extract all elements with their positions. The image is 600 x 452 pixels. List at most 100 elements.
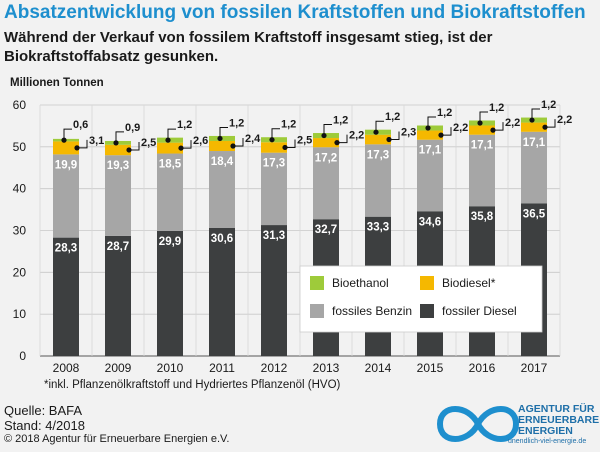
data-label-fossiles_benzin: 19,3	[107, 160, 129, 172]
legend-swatch-fossiles_benzin	[310, 304, 324, 318]
legend-label-fossiles_benzin: fossiles Benzin	[332, 304, 412, 318]
leader-line	[285, 139, 296, 148]
data-label-fossiles_benzin: 17,1	[471, 140, 494, 152]
bar-fossiles_benzin-2016	[469, 134, 495, 207]
legend-label-fossiler_diesel: fossiler Diesel	[442, 304, 517, 318]
bar-fossiles_benzin-2009	[105, 155, 131, 236]
leader-line	[337, 134, 348, 144]
data-label-biodiesel: 2,5	[141, 137, 156, 149]
bar-biodiesel-2009	[105, 144, 131, 156]
data-label-fossiler_diesel: 32,7	[315, 224, 337, 236]
y-tick-label: 30	[13, 224, 27, 238]
y-tick-label: 20	[13, 265, 27, 279]
data-label-fossiler_diesel: 31,3	[263, 230, 285, 242]
leader-line	[63, 128, 72, 141]
data-label-fossiles_benzin: 18,5	[159, 159, 182, 171]
bar-fossiler_diesel-2009	[105, 235, 131, 356]
bar-fossiler_diesel-2012	[261, 225, 287, 356]
data-label-fossiler_diesel: 33,3	[367, 222, 389, 234]
x-tick-label: 2016	[469, 361, 496, 375]
leader-line	[479, 111, 488, 123]
data-label-biodiesel: 2,2	[557, 114, 572, 126]
x-tick-label: 2011	[209, 361, 235, 375]
infinity-logo-icon	[436, 406, 520, 442]
footnote: *inkl. Pflanzenölkraftstoff und Hydriert…	[44, 379, 341, 391]
leader-line	[181, 140, 192, 149]
bar-biodiesel-2016	[469, 125, 495, 135]
data-label-bioethanol: 1,2	[281, 119, 296, 131]
data-label-fossiler_diesel: 30,6	[211, 233, 233, 245]
data-label-fossiles_benzin: 17,1	[419, 145, 442, 157]
bar-biodiesel-2012	[261, 142, 287, 153]
data-label-fossiles_benzin: 17,3	[367, 149, 389, 161]
data-label-fossiler_diesel: 36,5	[523, 208, 546, 220]
x-tick-label: 2013	[313, 361, 340, 375]
leader-line	[77, 139, 88, 149]
leader-line	[219, 126, 228, 139]
x-tick-label: 2017	[521, 361, 548, 375]
leader-line	[323, 124, 332, 136]
bar-biodiesel-2014	[365, 134, 391, 145]
data-label-fossiler_diesel: 34,6	[419, 216, 441, 228]
logo-line-2: ERNEUERBARE	[518, 414, 600, 426]
data-label-biodiesel: 2,6	[193, 135, 208, 147]
y-tick-label: 60	[13, 98, 27, 112]
data-label-fossiler_diesel: 28,7	[107, 241, 129, 253]
bar-fossiler_diesel-2010	[157, 230, 183, 356]
y-tick-label: 50	[13, 140, 27, 154]
data-label-biodiesel: 2,4	[245, 133, 261, 145]
bar-fossiles_benzin-2012	[261, 152, 287, 226]
x-tick-label: 2010	[157, 361, 184, 375]
data-label-biodiesel: 3,1	[89, 135, 104, 147]
legend-label-biodiesel: Biodiesel*	[442, 276, 496, 290]
y-tick-label: 10	[13, 307, 27, 321]
copyright: © 2018 Agentur für Erneuerbare Energien …	[4, 433, 230, 445]
data-label-fossiler_diesel: 29,9	[159, 236, 181, 248]
legend-swatch-biodiesel	[420, 276, 434, 290]
data-label-bioethanol: 1,2	[333, 115, 348, 127]
bar-fossiles_benzin-2010	[157, 153, 183, 231]
data-label-fossiler_diesel: 28,3	[55, 243, 77, 255]
legend-swatch-fossiler_diesel	[420, 304, 434, 318]
chart-subtitle: Während der Verkauf von fossilem Kraftst…	[4, 29, 493, 65]
data-label-bioethanol: 1,2	[229, 117, 244, 129]
bar-biodiesel-2015	[417, 130, 443, 140]
legend-swatch-bioethanol	[310, 276, 324, 290]
x-tick-label: 2015	[417, 361, 444, 375]
leader-line	[271, 128, 280, 140]
legend-label-bioethanol: Bioethanol	[332, 276, 389, 290]
x-tick-label: 2014	[365, 361, 392, 375]
leader-line	[115, 131, 124, 143]
bar-fossiler_diesel-2011	[209, 227, 235, 356]
leader-line	[389, 131, 400, 141]
bar-fossiles_benzin-2011	[209, 151, 235, 228]
data-label-biodiesel: 2,5	[297, 134, 312, 146]
data-label-biodiesel: 2,3	[401, 127, 416, 139]
bar-biodiesel-2008	[53, 141, 79, 155]
leader-line	[233, 137, 244, 147]
leader-line	[375, 120, 384, 133]
leader-line	[493, 122, 504, 131]
data-label-bioethanol: 0,6	[73, 119, 88, 131]
leader-line	[441, 127, 452, 136]
bar-fossiles_benzin-2013	[313, 147, 339, 220]
bar-fossiles_benzin-2008	[53, 154, 79, 238]
data-label-fossiles_benzin: 17,1	[523, 137, 546, 149]
x-tick-label: 2009	[105, 361, 132, 375]
bar-fossiles_benzin-2015	[417, 139, 443, 212]
stand-label: Stand: 4/2018	[4, 418, 85, 433]
x-tick-label: 2012	[261, 361, 288, 375]
data-label-biodiesel: 2,2	[505, 117, 520, 129]
x-tick-label: 2008	[53, 361, 80, 375]
chart-title: Absatzentwicklung von fossilen Kraftstof…	[4, 2, 586, 23]
data-label-biodiesel: 2,2	[349, 130, 364, 142]
leader-line	[129, 141, 140, 151]
y-axis-label: Millionen Tonnen	[10, 77, 104, 89]
data-label-biodiesel: 2,2	[453, 122, 468, 134]
data-label-bioethanol: 1,2	[541, 99, 556, 111]
bar-fossiler_diesel-2008	[53, 237, 79, 356]
data-label-fossiler_diesel: 35,8	[471, 211, 494, 223]
leader-line	[167, 128, 176, 141]
